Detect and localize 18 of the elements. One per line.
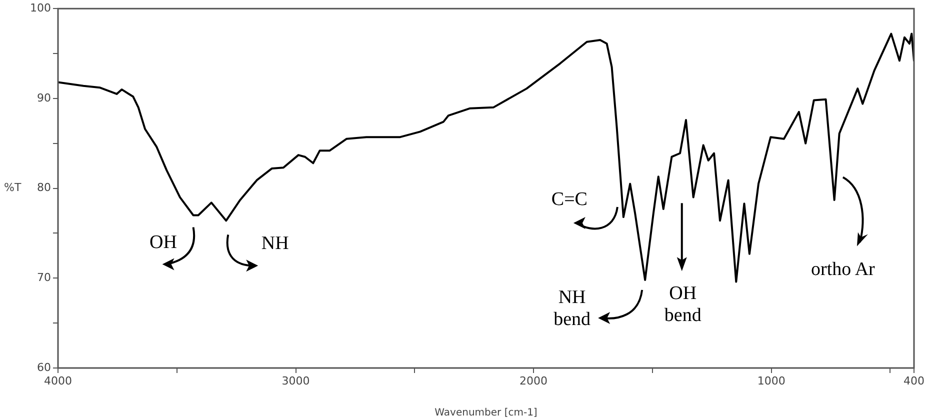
y-tick-label: 60 <box>37 360 51 374</box>
x-tick-label: 1000 <box>757 374 786 388</box>
y-tick-label: 70 <box>37 271 51 284</box>
y-tick-label: 90 <box>37 91 51 104</box>
y-tick-label: 100 <box>30 1 51 14</box>
annotation: NH <box>261 232 289 255</box>
annotation: NH bend <box>552 286 592 331</box>
y-axis-title: %T <box>4 181 22 194</box>
annotation: OH bend <box>663 283 702 328</box>
y-tick-label: 80 <box>37 181 51 194</box>
x-tick-label: 3000 <box>282 374 310 388</box>
x-axis-title: Wavenumber [cm-1] <box>434 408 538 419</box>
annotation: OH <box>150 232 178 254</box>
x-tick-label: 2000 <box>520 374 548 388</box>
x-tick-label: 4000 <box>44 374 72 388</box>
annotation: ortho Ar <box>811 259 875 282</box>
annotation: C=C <box>551 189 588 212</box>
x-tick-label: 400 <box>904 374 924 388</box>
